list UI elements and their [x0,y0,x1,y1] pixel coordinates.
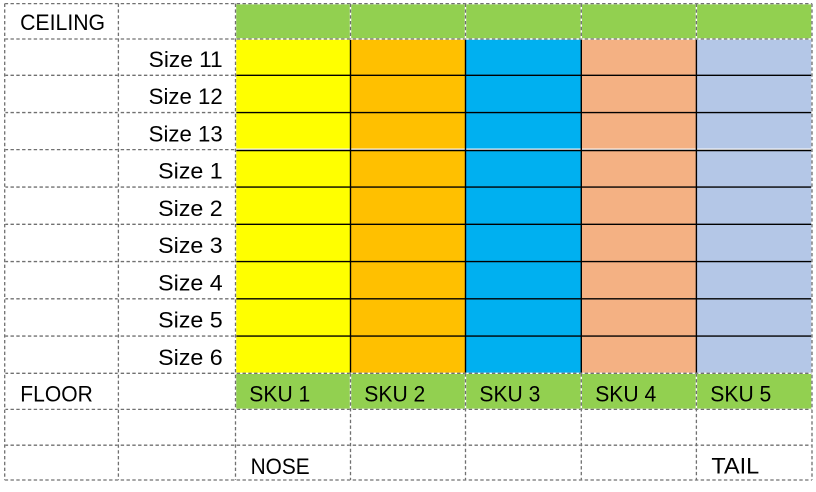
svg-text:TAIL: TAIL [711,454,759,479]
svg-text:Size 13: Size 13 [149,121,223,146]
svg-text:Size 11: Size 11 [149,47,223,72]
svg-text:SKU 4: SKU 4 [595,382,656,407]
svg-text:SKU 5: SKU 5 [710,382,771,407]
svg-text:FLOOR: FLOOR [20,382,93,407]
svg-text:Size 4: Size 4 [158,270,223,295]
svg-text:SKU 1: SKU 1 [249,382,310,407]
svg-text:Size 3: Size 3 [158,233,223,258]
svg-text:Size 12: Size 12 [149,84,223,109]
svg-text:CEILING: CEILING [20,10,105,35]
svg-text:Size 1: Size 1 [158,159,223,184]
svg-text:NOSE: NOSE [251,454,310,479]
svg-text:SKU 2: SKU 2 [364,382,425,407]
svg-text:SKU 3: SKU 3 [479,382,540,407]
svg-text:Size 6: Size 6 [158,345,223,370]
svg-text:Size 5: Size 5 [158,308,223,333]
svg-text:Size 2: Size 2 [158,196,223,221]
